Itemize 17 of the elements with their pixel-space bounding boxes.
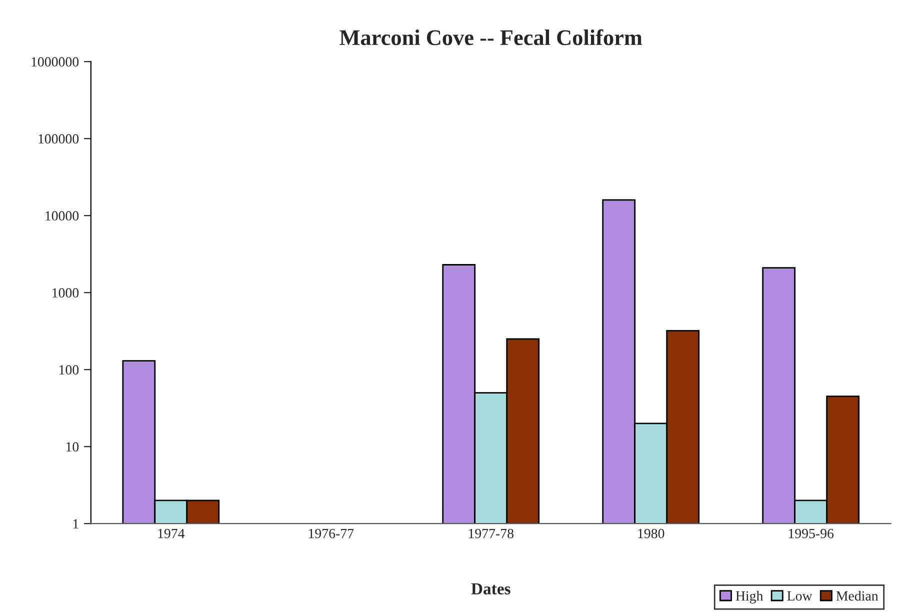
y-tick-label: 1000000 <box>32 57 79 67</box>
legend-label: Median <box>836 590 878 601</box>
y-tick-label: 10000 <box>46 211 79 221</box>
legend-label: High <box>736 590 764 604</box>
x-axis-title: Dates <box>471 583 510 594</box>
x-tick-label: 1976-77 <box>308 528 354 538</box>
y-tick-label: 100 <box>59 365 79 375</box>
chart-title: Marconi Cove -- Fecal Coliform <box>340 29 642 46</box>
x-tick-label: 1977-78 <box>468 528 514 538</box>
x-tick-label: 1980 <box>638 528 664 538</box>
y-tick-label: 1 <box>73 519 78 528</box>
y-tick-label: 1000 <box>52 288 79 298</box>
y-tick-label: 100000 <box>38 134 79 144</box>
legend-label: Low <box>787 591 812 601</box>
x-tick-label: 1995-96 <box>788 528 834 538</box>
y-tick-label: 10 <box>66 442 79 452</box>
x-tick-label: 1974 <box>158 528 185 538</box>
